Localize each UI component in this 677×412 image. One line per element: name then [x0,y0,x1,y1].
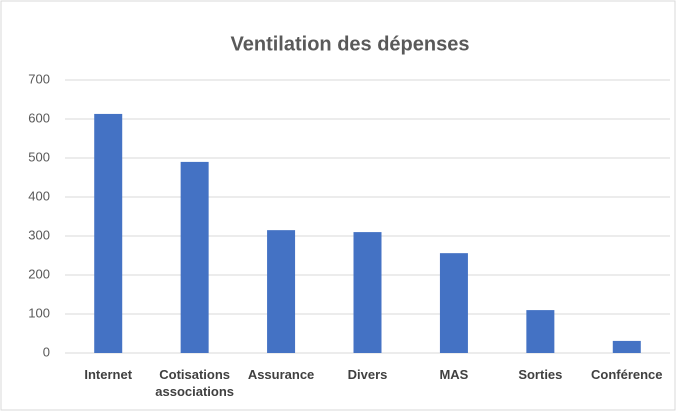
x-tick-label: Cotisations associations [155,367,235,399]
bar [180,161,209,353]
y-tick-label: 0 [43,344,50,359]
y-tick-label: 700 [28,71,50,86]
x-tick-label: Divers [347,367,388,382]
x-tick-label: Sorties [518,367,563,382]
x-tick-label: Internet [84,367,133,382]
y-tick-label: 600 [28,110,50,125]
bar [439,253,468,353]
chart-title: Ventilation des dépenses [231,33,470,55]
y-tick-label: 400 [28,188,50,203]
y-tick-label: 100 [28,305,50,320]
bar [612,340,641,353]
bar [526,310,555,353]
bar [94,113,123,354]
y-tick-label: 200 [28,266,50,281]
y-tick-label: 300 [28,227,50,242]
x-tick-label: Assurance [247,367,315,382]
y-tick-label: 500 [28,149,50,164]
bar [353,232,382,353]
x-tick-label: MAS [439,367,469,382]
x-tick-label: Conférence [591,367,663,382]
bar [267,230,296,353]
